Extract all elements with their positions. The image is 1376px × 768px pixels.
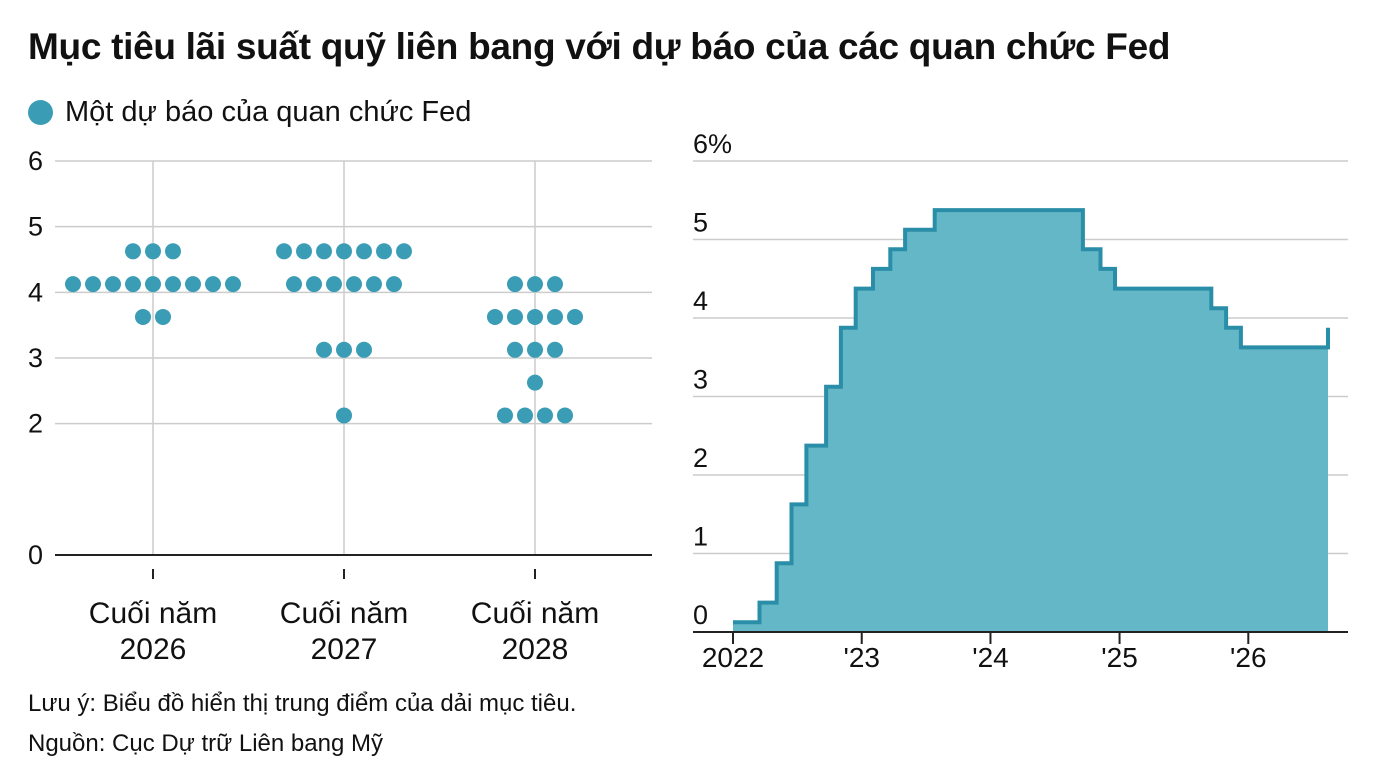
fed-official-dot <box>507 341 523 358</box>
fed-official-dot <box>165 276 181 293</box>
fed-official-dot <box>356 341 372 358</box>
area-y-tick-label: 6% <box>693 129 732 159</box>
fed-official-dot <box>316 243 332 260</box>
fed-official-dot <box>336 407 352 424</box>
fed-official-dot <box>185 276 201 293</box>
dot-y-tick-label: 3 <box>28 343 43 373</box>
fed-official-dot <box>65 276 81 293</box>
fed-official-dot <box>507 308 523 325</box>
area-x-tick-label: '25 <box>1101 642 1138 673</box>
legend: Một dự báo của quan chức Fed <box>28 96 471 129</box>
fed-official-dot <box>537 407 553 424</box>
dot-y-tick-label: 5 <box>28 212 43 242</box>
fed-official-dot <box>547 276 563 293</box>
rate-area-fill <box>733 210 1328 632</box>
rate-history-area-chart: 0 1 2 3 4 5 6% 2022 '23 '24 '25 '26 <box>693 129 1348 673</box>
area-y-tick-label: 3 <box>693 365 708 395</box>
fed-official-dot <box>356 243 372 260</box>
chart-source: Nguồn: Cục Dự trữ Liên bang Mỹ <box>28 730 383 757</box>
fed-official-dot <box>85 276 101 293</box>
dot-y-tick-label: 0 <box>28 540 43 570</box>
area-x-tick-label: '24 <box>972 642 1009 673</box>
fed-official-dot <box>527 341 543 358</box>
fed-official-dot <box>105 276 121 293</box>
fed-official-dot <box>155 308 171 325</box>
fed-official-dot <box>135 308 151 325</box>
fed-official-dot <box>527 374 543 391</box>
fed-official-dot <box>497 407 513 424</box>
dot-x-label-line1: Cuối năm <box>89 597 217 630</box>
fed-official-dot <box>346 276 362 293</box>
fed-official-dot <box>386 276 402 293</box>
fed-official-dot <box>316 341 332 358</box>
fed-official-dot <box>326 276 342 293</box>
fed-official-dot <box>286 276 302 293</box>
dot-x-label-line2: 2028 <box>502 633 569 666</box>
rate-step-line <box>733 208 1330 625</box>
fed-official-dot <box>205 276 221 293</box>
fed-official-dot <box>376 243 392 260</box>
fed-official-dot <box>336 243 352 260</box>
fed-official-dot <box>487 308 503 325</box>
fed-official-dot <box>276 243 292 260</box>
area-y-tick-label: 0 <box>693 600 708 630</box>
dot-y-tick-label: 4 <box>28 277 43 307</box>
fed-official-dot <box>396 243 412 260</box>
chart-note: Lưu ý: Biểu đồ hiển thị trung điểm của d… <box>28 690 577 717</box>
fed-official-dot <box>547 308 563 325</box>
fed-official-dot <box>296 243 312 260</box>
dot-y-tick-label: 2 <box>28 409 43 439</box>
fed-official-dot <box>507 276 523 293</box>
area-x-tick-label: 2022 <box>702 642 764 673</box>
fed-official-dot <box>145 243 161 260</box>
fed-official-dot <box>225 276 241 293</box>
dot-x-label-line2: 2026 <box>120 633 187 666</box>
fed-official-dot <box>527 276 543 293</box>
fed-official-dot <box>165 243 181 260</box>
fed-official-dot <box>125 276 141 293</box>
fed-official-dot <box>547 341 563 358</box>
fed-official-dot <box>306 276 322 293</box>
fed-official-dot <box>145 276 161 293</box>
area-y-tick-label: 1 <box>693 522 708 552</box>
fed-official-dot <box>125 243 141 260</box>
chart-title: Mục tiêu lãi suất quỹ liên bang với dự b… <box>28 26 1171 67</box>
area-x-tick-label: '23 <box>843 642 880 673</box>
fed-official-dot <box>366 276 382 293</box>
area-y-tick-label: 2 <box>693 443 708 473</box>
dot-y-tick-label: 6 <box>28 146 43 176</box>
dot-x-label-line2: 2027 <box>311 633 378 666</box>
area-y-tick-label: 5 <box>693 208 708 238</box>
dot-x-label-line1: Cuối năm <box>471 597 599 630</box>
legend-dot-icon <box>28 100 53 125</box>
area-y-tick-label: 4 <box>693 286 708 316</box>
dot-x-label-line1: Cuối năm <box>280 597 408 630</box>
area-x-tick-label: '26 <box>1230 642 1267 673</box>
fed-official-dot <box>517 407 533 424</box>
fed-official-dot <box>527 308 543 325</box>
fed-official-dot <box>567 308 583 325</box>
fed-official-dot <box>336 341 352 358</box>
fed-official-dot <box>557 407 573 424</box>
legend-label: Một dự báo của quan chức Fed <box>65 96 472 128</box>
